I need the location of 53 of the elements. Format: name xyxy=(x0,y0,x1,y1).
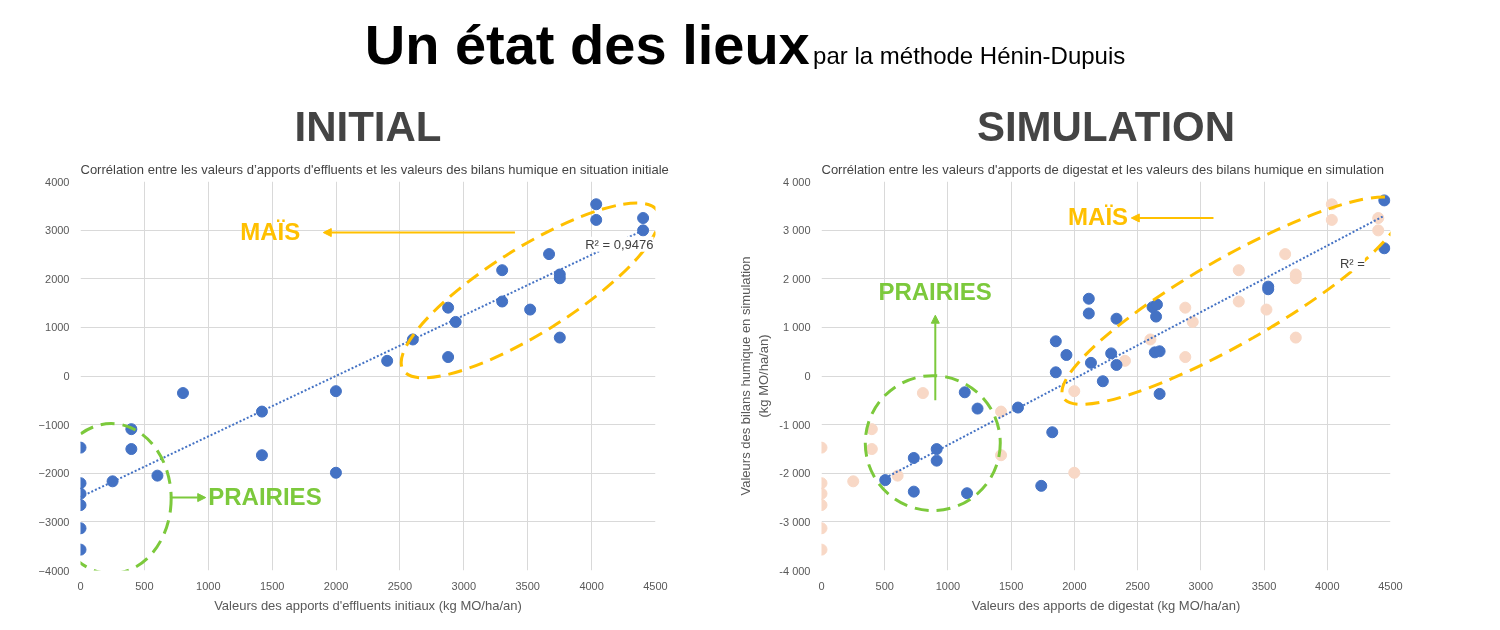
text: par la méthode Hénin-Dupuis xyxy=(813,42,1126,69)
y-tick-label: 3 000 xyxy=(782,224,811,237)
x-tick-label: 4000 xyxy=(1315,579,1340,592)
y-axis-title: Valeurs des bilans humique en simulation (kg MO/ha/an) xyxy=(738,256,772,496)
x-tick-label: 1000 xyxy=(935,579,961,592)
y-tick-label: −2000 xyxy=(38,467,70,480)
chart-title: INITIAL xyxy=(294,102,442,150)
y-tick-label: −4000 xyxy=(38,564,70,577)
chart-title: SIMULATION xyxy=(976,102,1236,150)
y-tick-label: -3 000 xyxy=(779,515,811,528)
y-tick-label: 1000 xyxy=(45,321,70,334)
y-tick-label: 2000 xyxy=(45,272,70,285)
x-tick-label: 1000 xyxy=(196,579,221,592)
x-tick-label: 4000 xyxy=(579,579,604,592)
x-tick-label: 1500 xyxy=(259,579,285,592)
y-tick-label: 1 000 xyxy=(782,321,811,334)
annotation: PRAIRIES xyxy=(878,278,992,306)
annotation: MAÏS xyxy=(1068,202,1129,230)
text: Un état des lieux xyxy=(364,13,810,76)
y-tick-label: -4 000 xyxy=(779,564,811,577)
annotation: MAÏS xyxy=(240,217,301,245)
annotation: R² = 0,9476 xyxy=(585,236,654,252)
annotation: R² = xyxy=(1339,256,1365,272)
x-tick-label: 1500 xyxy=(998,579,1024,592)
chart-subtitle: Corrélation entre les valeurs d'apports de digestat et les valeurs des bilans humique en simulation xyxy=(821,161,1385,177)
x-tick-label: 2500 xyxy=(387,579,413,592)
x-tick-label: 0 xyxy=(77,579,84,592)
y-tick-label: 4000 xyxy=(45,175,70,188)
x-tick-label: 2000 xyxy=(1062,579,1087,592)
x-tick-label: 0 xyxy=(818,579,825,592)
x-axis-title: Valeurs des apports d'effluents initiaux (kg MO/ha/an) xyxy=(214,597,522,613)
y-tick-label: −3000 xyxy=(38,515,70,528)
chart-subtitle: Corrélation entre les valeurs d’apports d'effluents et les valeurs des bilans humique en situation initiale xyxy=(80,161,669,177)
x-tick-label: 500 xyxy=(875,579,894,592)
x-tick-label: 500 xyxy=(135,579,154,592)
y-tick-label: 2 000 xyxy=(782,272,811,285)
y-tick-label: 0 xyxy=(804,370,811,382)
x-tick-label: 3500 xyxy=(1251,579,1277,592)
y-tick-label: -2 000 xyxy=(779,467,811,480)
x-tick-label: 3000 xyxy=(451,579,477,592)
x-tick-label: 4500 xyxy=(1378,579,1403,592)
x-tick-label: 3500 xyxy=(515,579,540,592)
y-tick-label: 4 000 xyxy=(782,175,811,188)
x-tick-label: 2000 xyxy=(323,579,349,592)
x-tick-label: 4500 xyxy=(643,579,668,592)
y-tick-label: 0 xyxy=(63,370,70,382)
y-tick-label: −1000 xyxy=(38,418,70,431)
x-tick-label: 3000 xyxy=(1188,579,1214,592)
x-tick-label: 2500 xyxy=(1125,579,1150,592)
y-tick-label: -1 000 xyxy=(779,418,811,431)
x-axis-title: Valeurs des apports de digestat (kg MO/ha/an) xyxy=(971,597,1241,613)
y-tick-label: 3000 xyxy=(45,224,70,237)
annotation: PRAIRIES xyxy=(208,482,322,510)
